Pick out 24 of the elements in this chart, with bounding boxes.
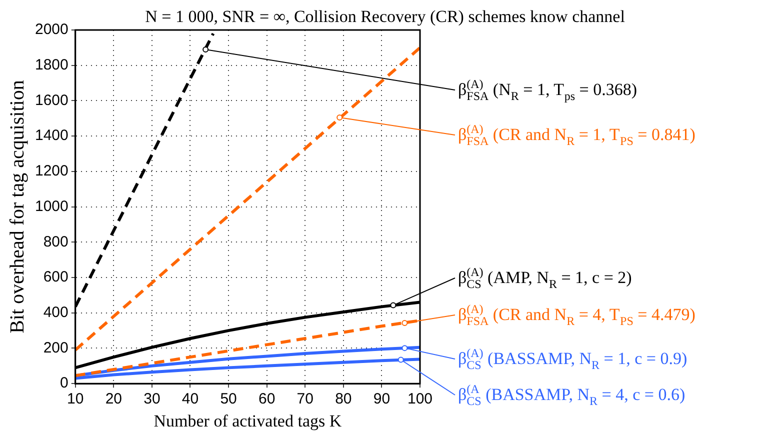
chart-title: N = 1 000, SNR = ∞, Collision Recovery (CR) schemes know channel	[145, 7, 626, 26]
y-tick-label: 600	[43, 268, 68, 286]
y-axis-title: Bit overhead for tag acquisition	[6, 80, 28, 334]
x-tick-label: 70	[296, 390, 314, 408]
x-tick-label: 30	[144, 390, 160, 408]
y-tick-label: 1400	[34, 127, 68, 144]
x-tick-label: 20	[105, 390, 122, 408]
x-tick-label: 50	[220, 390, 237, 408]
x-axis-title: Number of activated tags K	[154, 411, 342, 430]
y-tick-label: 1000	[34, 198, 68, 215]
y-tick-label: 1200	[34, 162, 68, 180]
y-tick-label: 1600	[34, 92, 68, 109]
y-tick-label: 800	[43, 233, 68, 250]
x-tick-label: 40	[182, 390, 199, 408]
y-tick-label: 0	[60, 374, 68, 392]
x-tick-label: 60	[258, 390, 276, 408]
y-tick-label: 2000	[34, 21, 68, 38]
x-tick-label: 90	[373, 390, 390, 408]
y-tick-label: 400	[43, 304, 68, 322]
y-tick-label: 1800	[34, 56, 68, 74]
x-tick-label: 100	[407, 390, 433, 408]
x-tick-label: 10	[67, 390, 84, 408]
x-tick-label: 80	[335, 390, 352, 408]
y-tick-label: 200	[43, 339, 68, 356]
